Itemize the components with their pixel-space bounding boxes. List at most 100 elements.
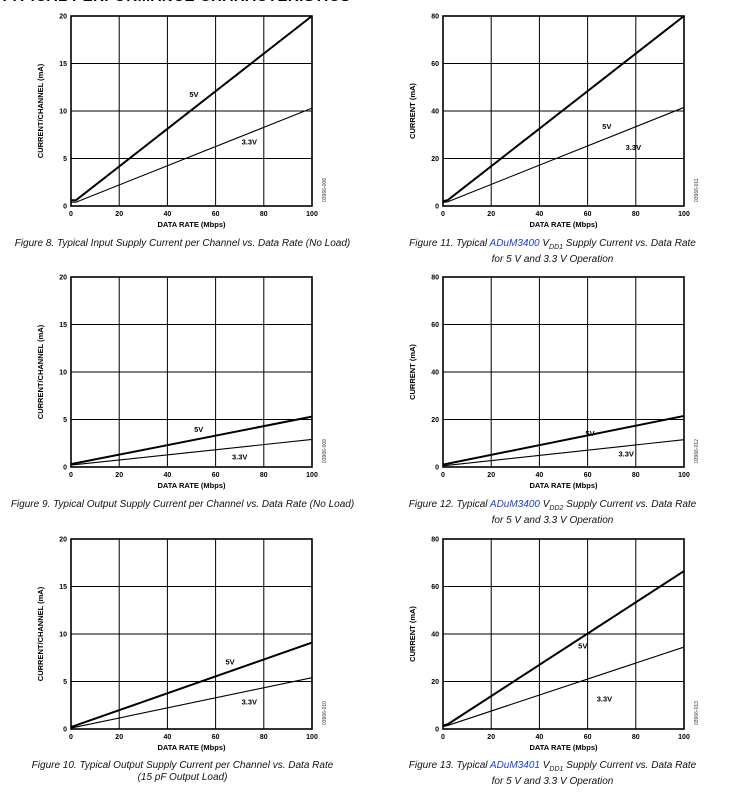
x-tick-label: 100 [306,472,318,479]
x-axis-label: DATA RATE (Mbps) [157,220,226,229]
x-tick-label: 60 [584,211,592,218]
x-tick-label: 20 [115,472,123,479]
y-tick-label: 40 [431,109,439,116]
chart-figure-10: 0 20 40 60 80 100 0 5 10 15 20 DATA RATE (Mbps) CURR… [36,537,328,753]
y-tick-label: 80 [431,537,439,544]
series-line-5v [442,15,685,203]
caption-text: V [539,760,550,771]
product-link[interactable]: ADuM3400 [489,499,540,510]
x-axis-label: DATA RATE (Mbps) [157,481,226,490]
y-tick-label: 20 [59,537,67,544]
caption-text: Figure 9. Typical Output Supply Current … [10,499,355,510]
series-label: 5V [194,425,203,434]
caption-figure-8: Figure 8. Typical Input Supply Current p… [5,238,360,250]
x-tick-label: 0 [441,472,445,479]
plot-frame [442,276,685,468]
chart-figure-9: 0 20 40 60 80 100 0 5 10 15 20 DATA RATE (Mbps) CURR… [36,275,328,491]
caption-text: Supply Current vs. Data Rate [563,499,697,510]
series-line-3-3v [442,106,685,203]
x-tick-label: 40 [164,472,172,479]
x-tick-label: 100 [306,734,318,741]
x-axis-label: DATA RATE (Mbps) [529,743,598,752]
series-line-3-3v [71,107,313,203]
x-tick-label: 40 [164,734,172,741]
x-tick-label: 80 [632,734,640,741]
plot-frame [442,15,685,207]
x-axis-label: DATA RATE (Mbps) [529,481,598,490]
plot-frame [70,15,313,207]
y-tick-label: 0 [435,204,439,211]
figure-code: 03966-013 [694,701,700,725]
y-tick-label: 60 [431,322,439,329]
series-line-3-3v [70,677,313,729]
x-tick-label: 60 [584,472,592,479]
y-tick-label: 10 [59,370,67,377]
x-tick-label: 0 [69,211,73,218]
plot-frame [70,276,313,468]
caption-text: V [539,238,550,249]
chart-figure-12: 0 20 40 60 80 100 0 20 40 60 80 DATA RATE (Mbps) CUR… [408,275,700,491]
series-line-5v [71,15,313,202]
x-tick-label: 20 [487,734,495,741]
caption-text: Supply Current vs. Data Rate [563,760,697,771]
series-label: 5V [225,657,234,666]
figure-code: 03966-011 [694,178,700,202]
x-tick-label: 60 [212,472,220,479]
x-tick-label: 40 [536,211,544,218]
x-tick-label: 100 [678,734,690,741]
y-tick-label: 40 [431,632,439,639]
x-tick-label: 80 [260,472,268,479]
y-tick-label: 60 [431,584,439,591]
y-tick-label: 15 [59,61,67,68]
series-line-5v [70,415,313,466]
caption-text-line2: for 5 V and 3.3 V Operation [491,776,614,787]
series-line-5v [442,414,685,466]
caption-text: Figure 13. Typical [408,760,490,771]
y-tick-label: 5 [63,679,67,686]
series-label: 5V [578,641,587,650]
x-tick-label: 100 [678,472,690,479]
y-tick-label: 10 [59,632,67,639]
caption-subscript: DD1 [549,244,564,251]
product-link[interactable]: ADuM3400 [489,238,540,249]
x-tick-label: 100 [678,211,690,218]
x-tick-label: 40 [536,472,544,479]
caption-text: V [539,499,550,510]
series-line-5v [70,641,313,729]
x-tick-label: 60 [212,734,220,741]
y-tick-label: 0 [63,465,67,472]
x-tick-label: 20 [115,211,123,218]
chart-figure-13: 0 20 40 60 80 100 0 20 40 60 80 DATA RATE (Mbps) CUR… [408,537,700,753]
chart-figure-8: 0 20 40 60 80 100 0 5 10 15 20 DATA RATE (Mbps) CURR… [36,14,328,230]
y-tick-label: 80 [431,275,439,282]
x-tick-label: 0 [69,734,73,741]
caption-text: Figure 11. Typical [409,238,490,249]
y-tick-label: 20 [431,156,439,163]
y-tick-label: 0 [435,727,439,734]
y-tick-label: 20 [59,275,67,282]
caption-figure-12: Figure 12. Typical ADuM3400 VDD2 Supply … [380,499,725,527]
figure-code: 03966-008 [322,178,328,202]
y-tick-label: 40 [431,370,439,377]
series-label: 3.3V [242,137,257,146]
x-tick-label: 0 [441,211,445,218]
y-axis-label: CURRENT (mA) [408,344,417,400]
caption-figure-10: Figure 10. Typical Output Supply Current… [5,760,360,784]
series-label: 3.3V [626,143,641,152]
y-tick-label: 20 [431,417,439,424]
caption-subscript: DD1 [549,766,564,773]
figure-code: 03966-010 [322,701,328,725]
x-axis-label: DATA RATE (Mbps) [529,220,598,229]
y-tick-label: 0 [63,204,67,211]
chart-figure-11: 0 20 40 60 80 100 0 20 40 60 80 DATA RATE (Mbps) CUR… [408,14,700,230]
figure-code: 03966-009 [322,439,328,463]
caption-text-line2: for 5 V and 3.3 V Operation [491,254,614,265]
page-header: TYPICAL PERFORMANCE CHARACTERISTICS [0,0,351,8]
x-tick-label: 20 [115,734,123,741]
product-link[interactable]: ADuM3401 [489,760,540,771]
caption-figure-9: Figure 9. Typical Output Supply Current … [0,499,365,511]
x-tick-label: 80 [632,211,640,218]
series-line-3-3v [70,438,313,466]
y-tick-label: 15 [59,584,67,591]
y-tick-label: 60 [431,61,439,68]
